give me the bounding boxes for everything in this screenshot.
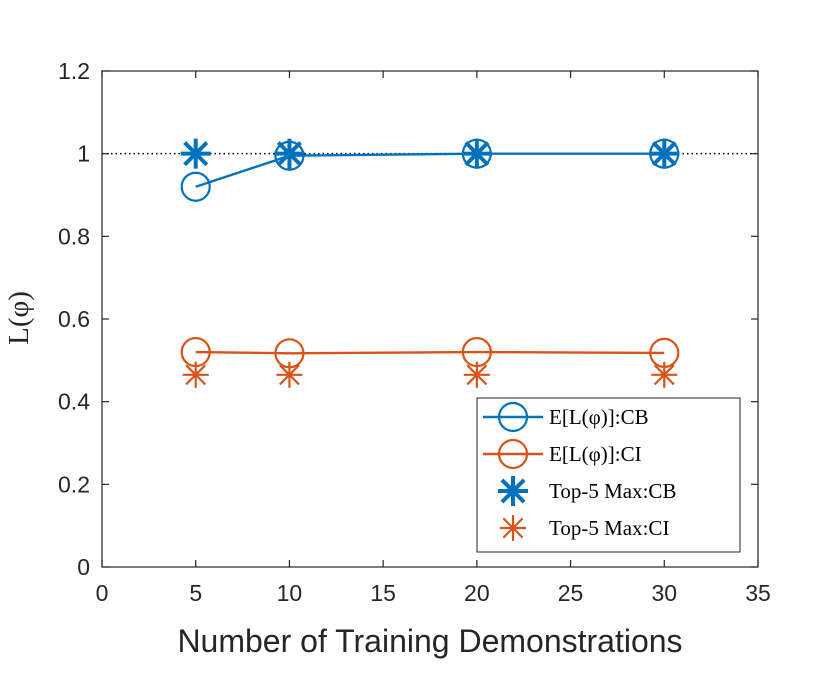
y-tick-label: 0.4 bbox=[58, 389, 90, 415]
legend-item: Top-5 Max:CB bbox=[498, 476, 676, 506]
y-tick-label: 0.2 bbox=[58, 471, 90, 497]
y-tick-label: 0.6 bbox=[58, 306, 90, 332]
data-point bbox=[180, 171, 211, 202]
y-tick-label: 1.2 bbox=[58, 58, 90, 84]
series-2 bbox=[180, 138, 680, 169]
legend-label: Top-5 Max:CB bbox=[549, 479, 676, 503]
marker-stroke bbox=[466, 364, 488, 386]
data-point bbox=[461, 138, 492, 169]
legend-item: Top-5 Max:CI bbox=[500, 515, 669, 541]
x-tick-label: 5 bbox=[189, 580, 202, 606]
data-point bbox=[180, 138, 211, 169]
marker-stroke bbox=[183, 141, 209, 167]
x-tick-label: 20 bbox=[464, 580, 490, 606]
data-point bbox=[276, 361, 303, 388]
marker-stroke bbox=[279, 364, 300, 386]
series-line bbox=[195, 350, 665, 355]
data-point bbox=[649, 138, 680, 169]
marker-stroke bbox=[651, 141, 677, 167]
marker-stroke bbox=[185, 364, 207, 386]
legend-marker bbox=[497, 401, 529, 433]
marker-stroke bbox=[276, 141, 302, 167]
series-line bbox=[195, 152, 665, 188]
legend-marker bbox=[497, 438, 529, 470]
x-axis-title: Number of Training Demonstrations bbox=[177, 623, 682, 659]
y-axis-title: L(φ) bbox=[3, 291, 35, 345]
y-tick-label: 0 bbox=[77, 554, 90, 580]
legend-marker bbox=[498, 476, 528, 506]
legend-item: E[L(φ)]:CI bbox=[483, 438, 642, 470]
legend-box bbox=[476, 397, 741, 553]
legend-marker bbox=[500, 515, 526, 541]
legend: E[L(φ)]:CB E[L(φ)]:CI Top-5 Max:CB Top-5 Ma… bbox=[476, 397, 741, 553]
data-point bbox=[182, 361, 209, 388]
marker-stroke bbox=[464, 141, 490, 167]
data-point bbox=[274, 138, 305, 169]
data-point bbox=[651, 361, 678, 388]
x-tick-label: 35 bbox=[745, 580, 771, 606]
series-3 bbox=[182, 361, 678, 388]
marker-stroke bbox=[653, 364, 675, 386]
legend-label: E[L(φ)]:CI bbox=[549, 442, 642, 466]
x-tick-label: 0 bbox=[96, 580, 109, 606]
marker-stroke bbox=[502, 517, 524, 539]
legend-label: E[L(φ)]:CB bbox=[549, 405, 649, 429]
y-tick-label: 1 bbox=[77, 141, 90, 167]
x-tick-label: 25 bbox=[558, 580, 584, 606]
x-tick-label: 10 bbox=[277, 580, 303, 606]
x-tick-label: 30 bbox=[651, 580, 677, 606]
x-tick-label: 15 bbox=[370, 580, 396, 606]
legend-item: E[L(φ)]:CB bbox=[483, 401, 649, 433]
y-tick-label: 0.8 bbox=[58, 223, 90, 249]
data-point bbox=[463, 361, 490, 388]
legend-label: Top-5 Max:CI bbox=[549, 516, 669, 540]
marker-stroke bbox=[500, 478, 526, 504]
